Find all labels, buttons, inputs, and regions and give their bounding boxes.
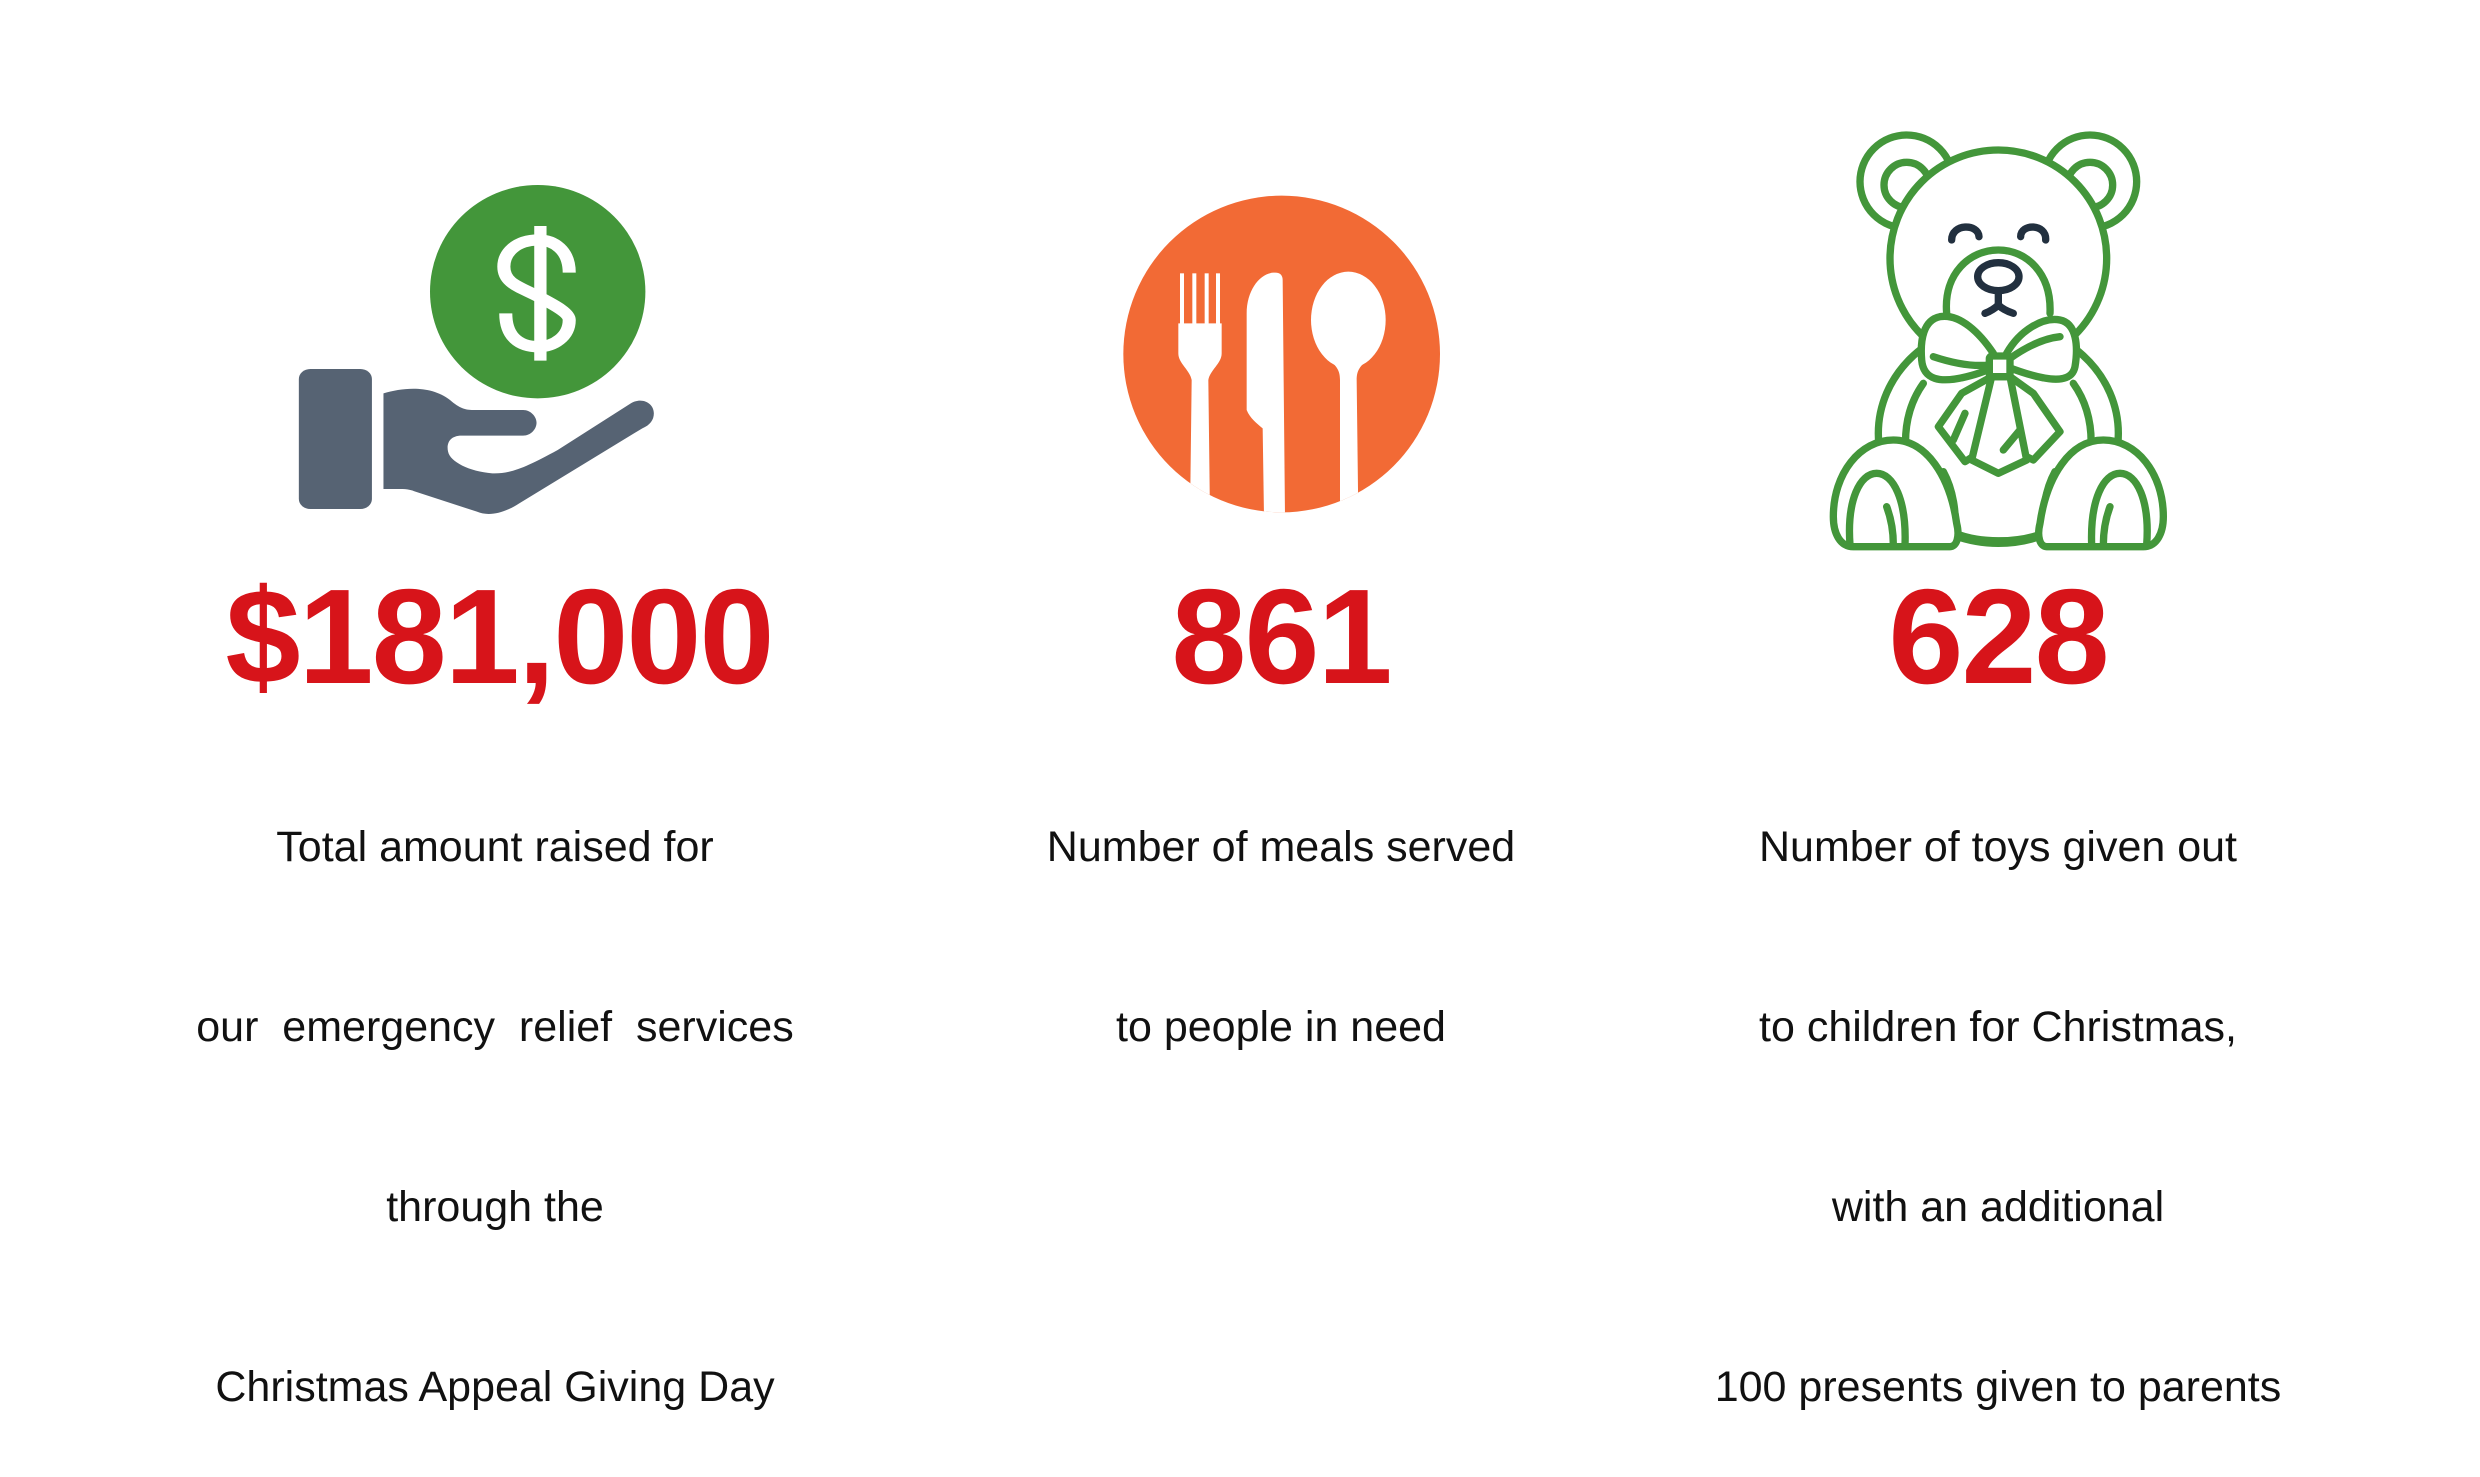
description-line: Number of toys given out [1758,823,2238,871]
description-line: through the [386,1183,604,1231]
description-line: with an additional [1831,1183,2165,1231]
fork-knife-spoon-icon [1123,195,1440,513]
description-line: to people in need [1116,1003,1446,1051]
hand-holding-dollar-icon [298,185,654,514]
teddy-bear-icon [1829,131,2167,551]
stat-value-funds: $181,000 [225,561,774,712]
description-line: to children for Christmas, [1759,1003,2237,1051]
stat-description-meals: Number of meals served to people in need [831,697,1731,1117]
stat-description-toys: Number of toys given out to children for… [1548,697,2448,1477]
stat-value-toys: 628 [1888,561,2109,712]
description-line: Number of meals served [1046,823,1516,871]
description-line: 100 presents given to parents [1714,1363,2282,1411]
stat-description-funds: Total amount raised for our emergency re… [45,697,945,1477]
stat-value-meals: 861 [1171,561,1392,712]
description-line: Christmas Appeal Giving Day [215,1363,775,1411]
description-line: Total amount raised for [276,823,714,871]
description-line: our emergency relief services [196,1003,794,1051]
